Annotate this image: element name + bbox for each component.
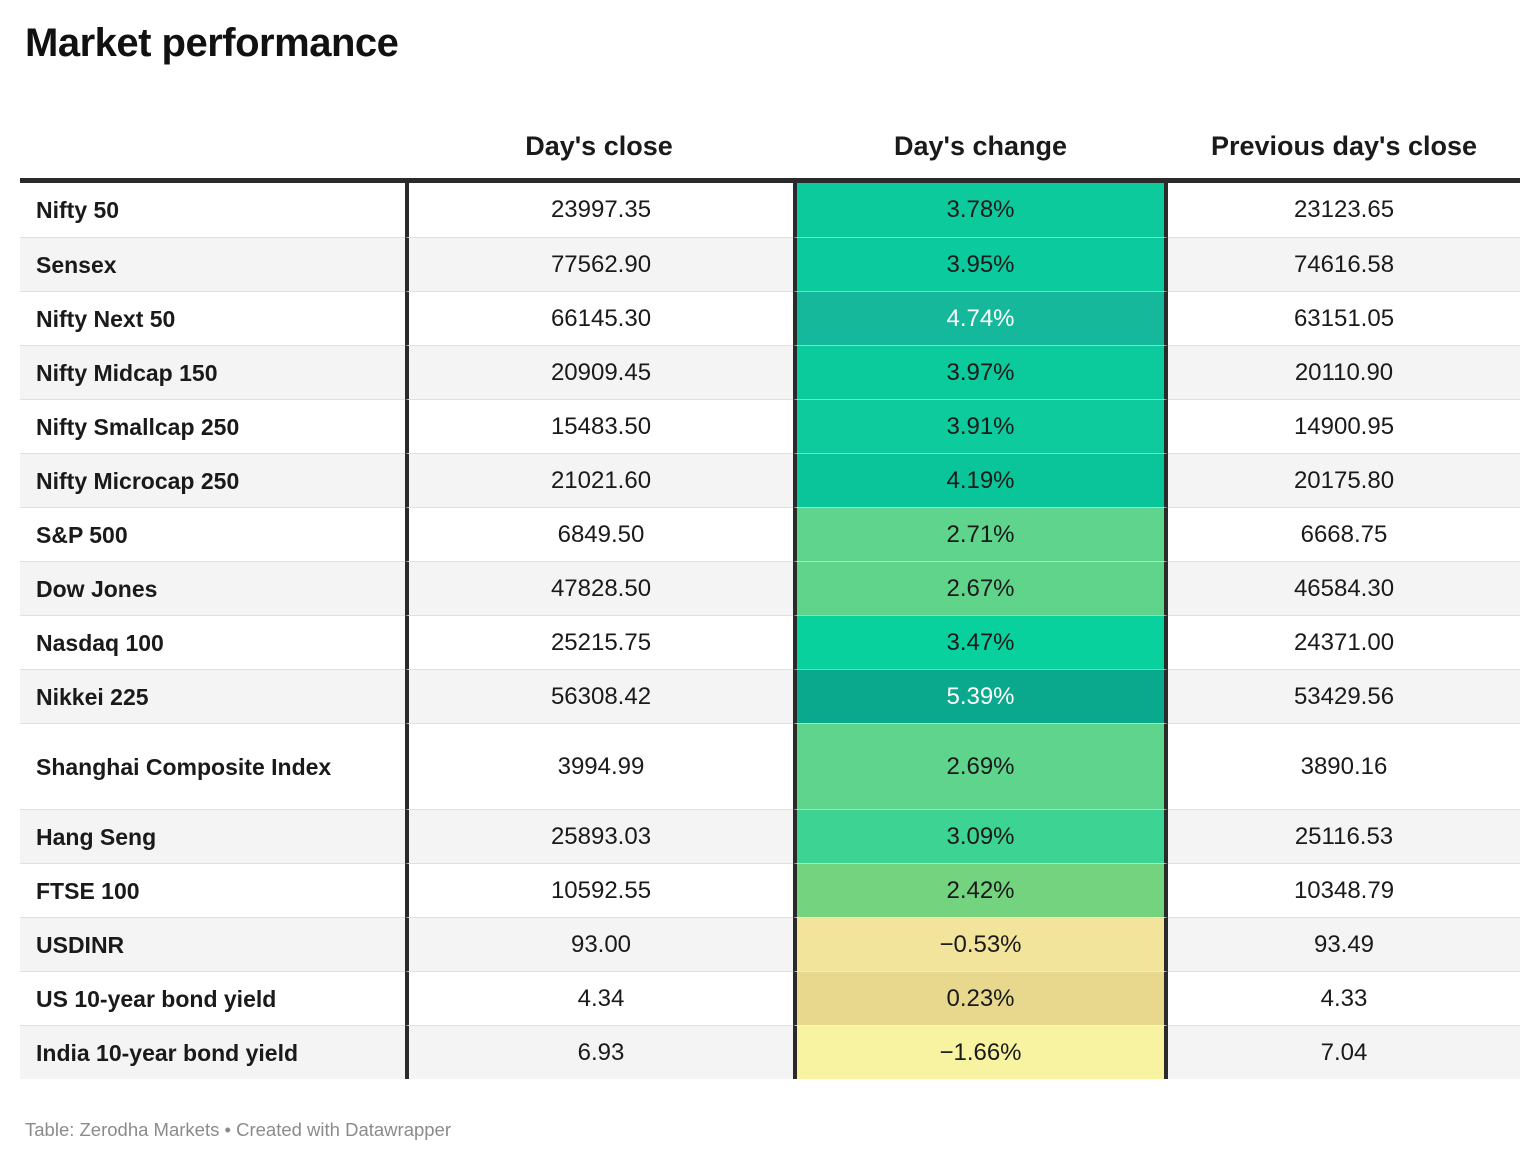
- market-table: Day's close Day's change Previous day's …: [20, 66, 1520, 1079]
- previous-close-value: 6668.75: [1168, 507, 1520, 561]
- table-row: Shanghai Composite Index 3994.99 2.69% 3…: [20, 723, 1520, 809]
- row-label: India 10-year bond yield: [20, 1025, 405, 1079]
- previous-close-value: 46584.30: [1168, 561, 1520, 615]
- row-label: Nifty Next 50: [20, 291, 405, 345]
- days-change-cell: 3.95%: [793, 237, 1168, 291]
- days-change-cell: 3.78%: [793, 183, 1168, 237]
- row-label: Nifty Midcap 150: [20, 345, 405, 399]
- table-row: Hang Seng 25893.03 3.09% 25116.53: [20, 809, 1520, 863]
- days-close-value: 23997.35: [405, 183, 793, 237]
- column-header-days-close: Day's close: [525, 131, 673, 161]
- days-change-cell: 4.74%: [793, 291, 1168, 345]
- days-close-value: 47828.50: [405, 561, 793, 615]
- days-change-cell: 5.39%: [793, 669, 1168, 723]
- row-label: US 10-year bond yield: [20, 971, 405, 1025]
- column-header-row-label: [20, 162, 405, 178]
- column-header-days-change: Day's change: [894, 131, 1067, 161]
- days-close-value: 10592.55: [405, 863, 793, 917]
- table-row: US 10-year bond yield 4.34 0.23% 4.33: [20, 971, 1520, 1025]
- days-change-cell: 3.47%: [793, 615, 1168, 669]
- days-close-value: 6849.50: [405, 507, 793, 561]
- table-row: S&P 500 6849.50 2.71% 6668.75: [20, 507, 1520, 561]
- previous-close-value: 74616.58: [1168, 237, 1520, 291]
- days-change-cell: 2.67%: [793, 561, 1168, 615]
- table-row: Nifty 50 23997.35 3.78% 23123.65: [20, 183, 1520, 237]
- previous-close-value: 3890.16: [1168, 723, 1520, 809]
- days-close-value: 56308.42: [405, 669, 793, 723]
- row-label: Nasdaq 100: [20, 615, 405, 669]
- previous-close-value: 20110.90: [1168, 345, 1520, 399]
- days-close-value: 25893.03: [405, 809, 793, 863]
- row-label: USDINR: [20, 917, 405, 971]
- row-label: Nikkei 225: [20, 669, 405, 723]
- table-header-row: Day's close Day's change Previous day's …: [20, 66, 1520, 178]
- days-change-cell: 2.71%: [793, 507, 1168, 561]
- column-header-previous-close: Previous day's close: [1210, 131, 1478, 161]
- previous-close-value: 10348.79: [1168, 863, 1520, 917]
- row-label: Shanghai Composite Index: [20, 723, 405, 809]
- table-row: India 10-year bond yield 6.93 −1.66% 7.0…: [20, 1025, 1520, 1079]
- previous-close-value: 7.04: [1168, 1025, 1520, 1079]
- page-title: Market performance: [25, 21, 399, 65]
- previous-close-value: 63151.05: [1168, 291, 1520, 345]
- table-body: Nifty 50 23997.35 3.78% 23123.65 Sensex …: [20, 178, 1520, 1079]
- table-row: Nasdaq 100 25215.75 3.47% 24371.00: [20, 615, 1520, 669]
- days-close-value: 77562.90: [405, 237, 793, 291]
- days-close-value: 93.00: [405, 917, 793, 971]
- days-change-cell: 0.23%: [793, 971, 1168, 1025]
- row-label: Sensex: [20, 237, 405, 291]
- previous-close-value: 20175.80: [1168, 453, 1520, 507]
- days-change-cell: −1.66%: [793, 1025, 1168, 1079]
- previous-close-value: 4.33: [1168, 971, 1520, 1025]
- table-row: Nifty Next 50 66145.30 4.74% 63151.05: [20, 291, 1520, 345]
- days-close-value: 3994.99: [405, 723, 793, 809]
- days-close-value: 66145.30: [405, 291, 793, 345]
- row-label: Nifty Microcap 250: [20, 453, 405, 507]
- days-close-value: 6.93: [405, 1025, 793, 1079]
- days-change-cell: 3.97%: [793, 345, 1168, 399]
- previous-close-value: 24371.00: [1168, 615, 1520, 669]
- table-row: Dow Jones 47828.50 2.67% 46584.30: [20, 561, 1520, 615]
- row-label: Dow Jones: [20, 561, 405, 615]
- days-close-value: 15483.50: [405, 399, 793, 453]
- row-label: Hang Seng: [20, 809, 405, 863]
- row-label: Nifty Smallcap 250: [20, 399, 405, 453]
- table-row: Sensex 77562.90 3.95% 74616.58: [20, 237, 1520, 291]
- table-row: USDINR 93.00 −0.53% 93.49: [20, 917, 1520, 971]
- row-label: Nifty 50: [36, 197, 120, 223]
- days-close-value: 21021.60: [405, 453, 793, 507]
- days-change-cell: 2.69%: [793, 723, 1168, 809]
- previous-close-value: 23123.65: [1293, 196, 1395, 223]
- table-row: Nifty Microcap 250 21021.60 4.19% 20175.…: [20, 453, 1520, 507]
- days-change-cell: 3.09%: [793, 809, 1168, 863]
- row-label: FTSE 100: [20, 863, 405, 917]
- row-label: S&P 500: [20, 507, 405, 561]
- table-attribution: Table: Zerodha Markets • Created with Da…: [25, 1119, 452, 1140]
- previous-close-value: 25116.53: [1168, 809, 1520, 863]
- market-performance-table-page: Market performance Day's close Day's cha…: [0, 20, 1540, 1164]
- days-change-cell: 2.42%: [793, 863, 1168, 917]
- days-close-value: 4.34: [405, 971, 793, 1025]
- previous-close-value: 93.49: [1168, 917, 1520, 971]
- table-row: Nikkei 225 56308.42 5.39% 53429.56: [20, 669, 1520, 723]
- previous-close-value: 14900.95: [1168, 399, 1520, 453]
- table-row: Nifty Midcap 150 20909.45 3.97% 20110.90: [20, 345, 1520, 399]
- days-close-value: 20909.45: [405, 345, 793, 399]
- previous-close-value: 53429.56: [1168, 669, 1520, 723]
- days-change-cell: −0.53%: [793, 917, 1168, 971]
- days-close-value: 25215.75: [405, 615, 793, 669]
- days-change-cell: 3.91%: [793, 399, 1168, 453]
- table-row: FTSE 100 10592.55 2.42% 10348.79: [20, 863, 1520, 917]
- days-change-cell: 4.19%: [793, 453, 1168, 507]
- table-row: Nifty Smallcap 250 15483.50 3.91% 14900.…: [20, 399, 1520, 453]
